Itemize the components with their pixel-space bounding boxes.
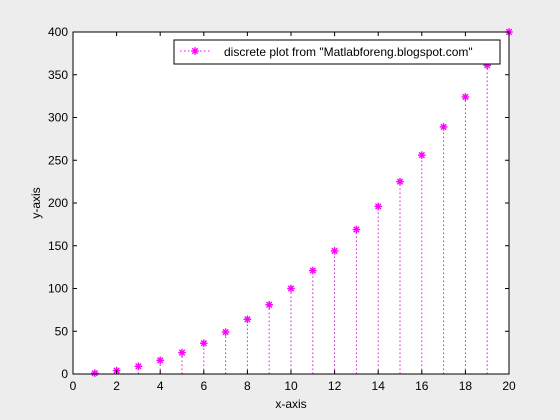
x-tick-label-9: 18 <box>459 379 473 393</box>
legend-label: discrete plot from "Matlabforeng.blogspo… <box>224 45 473 59</box>
y-tick-label-3: 150 <box>48 239 68 253</box>
data-point-6 <box>221 328 230 336</box>
legend-marker-icon <box>191 47 199 55</box>
x-axis-label: x-axis <box>275 397 306 411</box>
axes-background <box>73 32 509 374</box>
y-tick-label-1: 50 <box>55 324 69 338</box>
data-point-3 <box>156 356 164 365</box>
ticks-group: 0 2 4 6 8 10 12 14 16 18 2005010015020025030035040… <box>48 25 516 393</box>
data-point-11 <box>330 247 339 255</box>
data-point-14 <box>396 177 404 186</box>
data-point-12 <box>352 225 361 234</box>
y-tick-label-5: 250 <box>48 153 68 167</box>
data-point-13 <box>374 202 383 211</box>
y-tick-label-8: 400 <box>48 25 68 39</box>
data-point-10 <box>308 266 317 275</box>
x-tick-label-0: 0 <box>70 379 77 393</box>
data-point-9 <box>287 284 295 293</box>
x-tick-label-6: 12 <box>328 379 342 393</box>
legend-box <box>173 39 501 65</box>
x-tick-label-8: 16 <box>415 379 429 393</box>
axes-box <box>72 31 510 375</box>
y-tick-label-7: 350 <box>48 68 68 82</box>
x-tick-label-10: 20 <box>502 379 516 393</box>
x-tick-label-5: 10 <box>284 379 298 393</box>
data-point-4 <box>178 348 186 357</box>
x-tick-label-4: 8 <box>244 379 251 393</box>
y-tick-label-4: 200 <box>48 196 68 210</box>
legend: discrete plot from "Matlabforeng.blogspo… <box>173 39 501 65</box>
x-tick-label-2: 4 <box>157 379 164 393</box>
y-tick-label-2: 100 <box>48 282 68 296</box>
data-point-17 <box>461 93 470 101</box>
x-tick-label-7: 14 <box>372 379 386 393</box>
x-tick-label-3: 6 <box>200 379 207 393</box>
x-tick-label-1: 2 <box>113 379 120 393</box>
data-point-15 <box>417 151 426 159</box>
data-point-5 <box>200 339 208 348</box>
data-point-16 <box>439 123 448 131</box>
y-axis-label: y-axis <box>29 187 43 218</box>
data-point-2 <box>134 362 143 371</box>
data-point-7 <box>243 315 252 324</box>
data-point-8 <box>265 300 274 309</box>
data-point-0 <box>91 369 99 377</box>
y-tick-label-0: 0 <box>61 367 68 381</box>
y-tick-label-6: 300 <box>48 111 68 125</box>
